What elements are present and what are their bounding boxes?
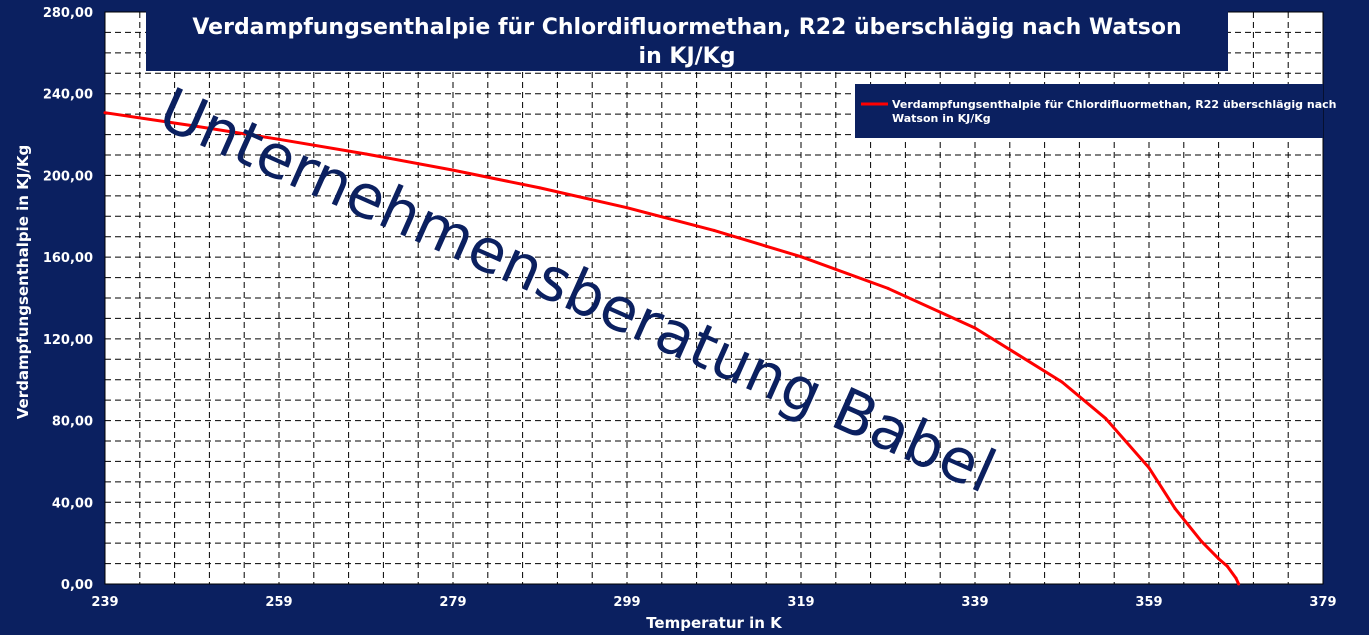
data-point: [712, 228, 716, 232]
legend: Verdampfungsenthalpie für Chlordifluorme…: [855, 84, 1336, 138]
x-tick-label: 379: [1309, 595, 1336, 610]
x-tick-label: 299: [613, 595, 640, 610]
data-point: [1199, 539, 1203, 543]
data-point: [1234, 576, 1238, 580]
legend-label-line-1: Verdampfungsenthalpie für Chlordifluorme…: [892, 98, 1336, 111]
y-axis-ticks: 0,00 40,00 80,00 120,00 160,00 200,00 240,00 28…: [43, 6, 93, 593]
data-point: [190, 124, 194, 128]
y-tick-label: 200,00: [43, 169, 93, 184]
legend-label-line-2: Watson in KJ/Kg: [892, 112, 991, 125]
y-axis-title: Verdampfungsenthalpie in KJ/Kg: [14, 145, 32, 419]
series-layer: [103, 111, 1241, 586]
y-tick-label: 240,00: [43, 88, 93, 103]
legend-box: [855, 84, 1323, 138]
data-point: [538, 186, 542, 190]
y-tick-label: 0,00: [61, 578, 93, 593]
data-point: [1237, 582, 1241, 586]
title-line-2: in KJ/Kg: [639, 44, 736, 69]
x-tick-label: 259: [265, 595, 292, 610]
data-point: [277, 137, 281, 141]
x-axis-ticks: 239 259 279 299 319 339 359 379: [91, 595, 1336, 610]
chart-title: Verdampfungsenthalpie für Chlordifluorme…: [146, 9, 1228, 71]
title-line-1: Verdampfungsenthalpie für Chlordifluorme…: [192, 15, 1181, 40]
series-line: [104, 111, 1240, 585]
data-point: [451, 168, 455, 172]
x-tick-label: 359: [1135, 595, 1162, 610]
x-tick-label: 239: [91, 595, 118, 610]
data-point: [799, 255, 803, 259]
x-tick-label: 279: [439, 595, 466, 610]
x-tick-label: 339: [961, 595, 988, 610]
data-point: [1104, 416, 1107, 420]
data-point: [103, 111, 107, 115]
y-tick-label: 120,00: [43, 333, 93, 348]
data-point: [364, 152, 368, 156]
y-tick-label: 80,00: [52, 415, 93, 430]
x-tick-label: 319: [787, 595, 814, 610]
data-point: [1217, 557, 1221, 561]
data-point: [973, 326, 977, 330]
y-tick-label: 280,00: [43, 6, 93, 21]
data-point: [1173, 507, 1177, 511]
x-axis-title: Temperatur in K: [646, 614, 783, 632]
data-point: [625, 206, 629, 210]
data-point: [886, 286, 890, 290]
title-box: [146, 9, 1228, 71]
y-tick-label: 160,00: [43, 251, 93, 266]
y-tick-label: 40,00: [52, 496, 93, 511]
data-point: [1060, 380, 1064, 384]
data-point: [1225, 564, 1229, 568]
data-point: [1147, 466, 1151, 470]
